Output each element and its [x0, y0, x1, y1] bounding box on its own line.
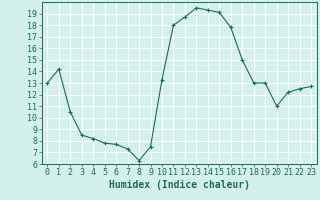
- X-axis label: Humidex (Indice chaleur): Humidex (Indice chaleur): [109, 180, 250, 190]
